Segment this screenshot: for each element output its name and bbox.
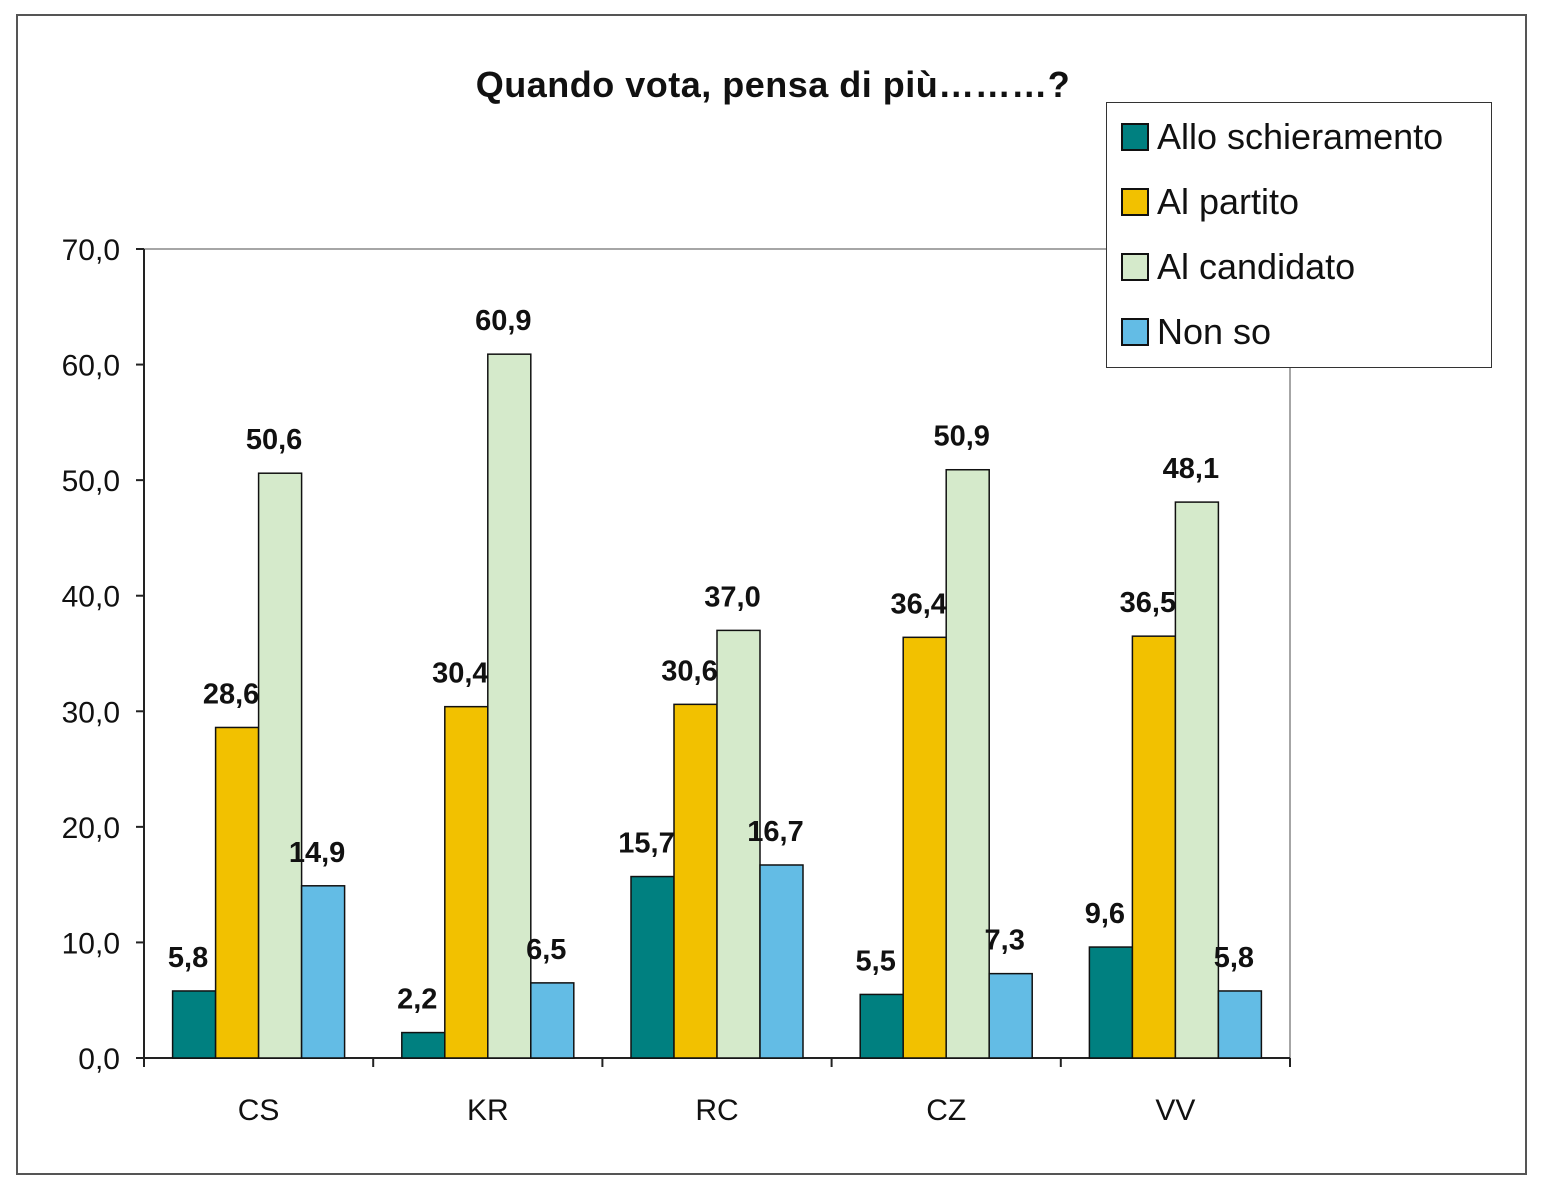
bar-kr-allo-schieramento (401, 1031, 446, 1059)
legend-label-allo-schieramento: Allo schieramento (1157, 116, 1444, 157)
y-tick-label: 60,0 (62, 350, 120, 383)
bar-vv-allo-schieramento (1088, 946, 1134, 1059)
y-tick-label: 0,0 (78, 1043, 120, 1076)
y-tick-label: 50,0 (62, 465, 120, 498)
legend-label-al-candidato: Al candidato (1157, 246, 1356, 287)
data-label: 14,9 (289, 837, 345, 869)
data-label: 5,5 (856, 945, 896, 977)
legend-item-al-candidato: Al candidato (1121, 246, 1356, 287)
bar-rc-al-candidato (716, 629, 761, 1059)
data-label: 5,8 (1214, 942, 1254, 974)
legend-label-non-so: Non so (1157, 311, 1272, 352)
data-label: 37,0 (704, 581, 760, 613)
data-label: 36,4 (890, 588, 946, 620)
legend-item-allo-schieramento: Allo schieramento (1121, 116, 1444, 157)
y-tick-label: 30,0 (62, 696, 120, 729)
data-label: 50,9 (933, 421, 989, 453)
plot-area: 0,0 10,0 20,0 30,0 40,0 50,0 60,0 70,0 5,8 28,6 50… (62, 234, 1291, 1127)
legend-swatch-non-so (1121, 318, 1149, 346)
data-label: 60,9 (475, 305, 531, 337)
bar-kr-al-candidato (487, 353, 532, 1059)
legend-item-non-so: Non so (1121, 311, 1272, 352)
y-tick-label: 70,0 (62, 234, 120, 267)
bar-kr-non-so (530, 982, 575, 1059)
legend: Allo schieramento Al partito Al candidat… (1106, 102, 1492, 368)
data-label: 30,4 (432, 658, 488, 690)
x-tick-label: CS (238, 1094, 280, 1127)
bar-rc-al-partito (673, 703, 718, 1059)
x-tick-label: RC (695, 1094, 738, 1127)
bar-vv-non-so (1217, 990, 1263, 1059)
legend-item-al-partito: Al partito (1121, 181, 1300, 222)
bar-cs-al-partito (214, 726, 260, 1059)
bar-kr-al-partito (444, 705, 489, 1059)
data-label: 7,3 (985, 925, 1025, 957)
bar-cz-allo-schieramento (859, 993, 904, 1059)
y-tick-label: 10,0 (62, 927, 120, 960)
data-label: 15,7 (618, 828, 674, 860)
data-label: 50,6 (246, 424, 302, 456)
x-tick-label: KR (467, 1094, 509, 1127)
y-tick-label: 20,0 (62, 812, 120, 845)
data-label: 28,6 (203, 678, 259, 710)
x-tick-label: CZ (926, 1094, 966, 1127)
x-tick-label: VV (1155, 1094, 1195, 1127)
data-label: 30,6 (661, 655, 717, 687)
data-label: 2,2 (397, 984, 437, 1016)
legend-label-al-partito: Al partito (1157, 181, 1300, 222)
legend-swatch-allo-schieramento (1121, 123, 1149, 151)
legend-swatch-al-candidato (1121, 253, 1149, 281)
bar-vv-al-partito (1131, 635, 1177, 1059)
bar-cs-non-so (300, 885, 346, 1059)
data-label: 6,5 (526, 934, 566, 966)
data-label: 16,7 (747, 816, 803, 848)
bar-cs-allo-schieramento (171, 990, 217, 1059)
chart-title: Quando vota, pensa di più………? (475, 64, 1071, 105)
data-label: 5,8 (168, 942, 208, 974)
data-label: 9,6 (1085, 898, 1125, 930)
data-label: 36,5 (1120, 587, 1176, 619)
data-label: 48,1 (1163, 453, 1219, 485)
bar-cs-al-candidato (257, 472, 303, 1059)
bar-cz-al-partito (902, 636, 947, 1059)
bar-cz-non-so (988, 972, 1033, 1059)
bar-vv-al-candidato (1174, 501, 1220, 1059)
y-tick-label: 40,0 (62, 581, 120, 614)
bar-cz-al-candidato (945, 468, 990, 1059)
bar-rc-allo-schieramento (630, 875, 675, 1059)
legend-swatch-al-partito (1121, 188, 1149, 216)
bar-rc-non-so (759, 864, 804, 1059)
